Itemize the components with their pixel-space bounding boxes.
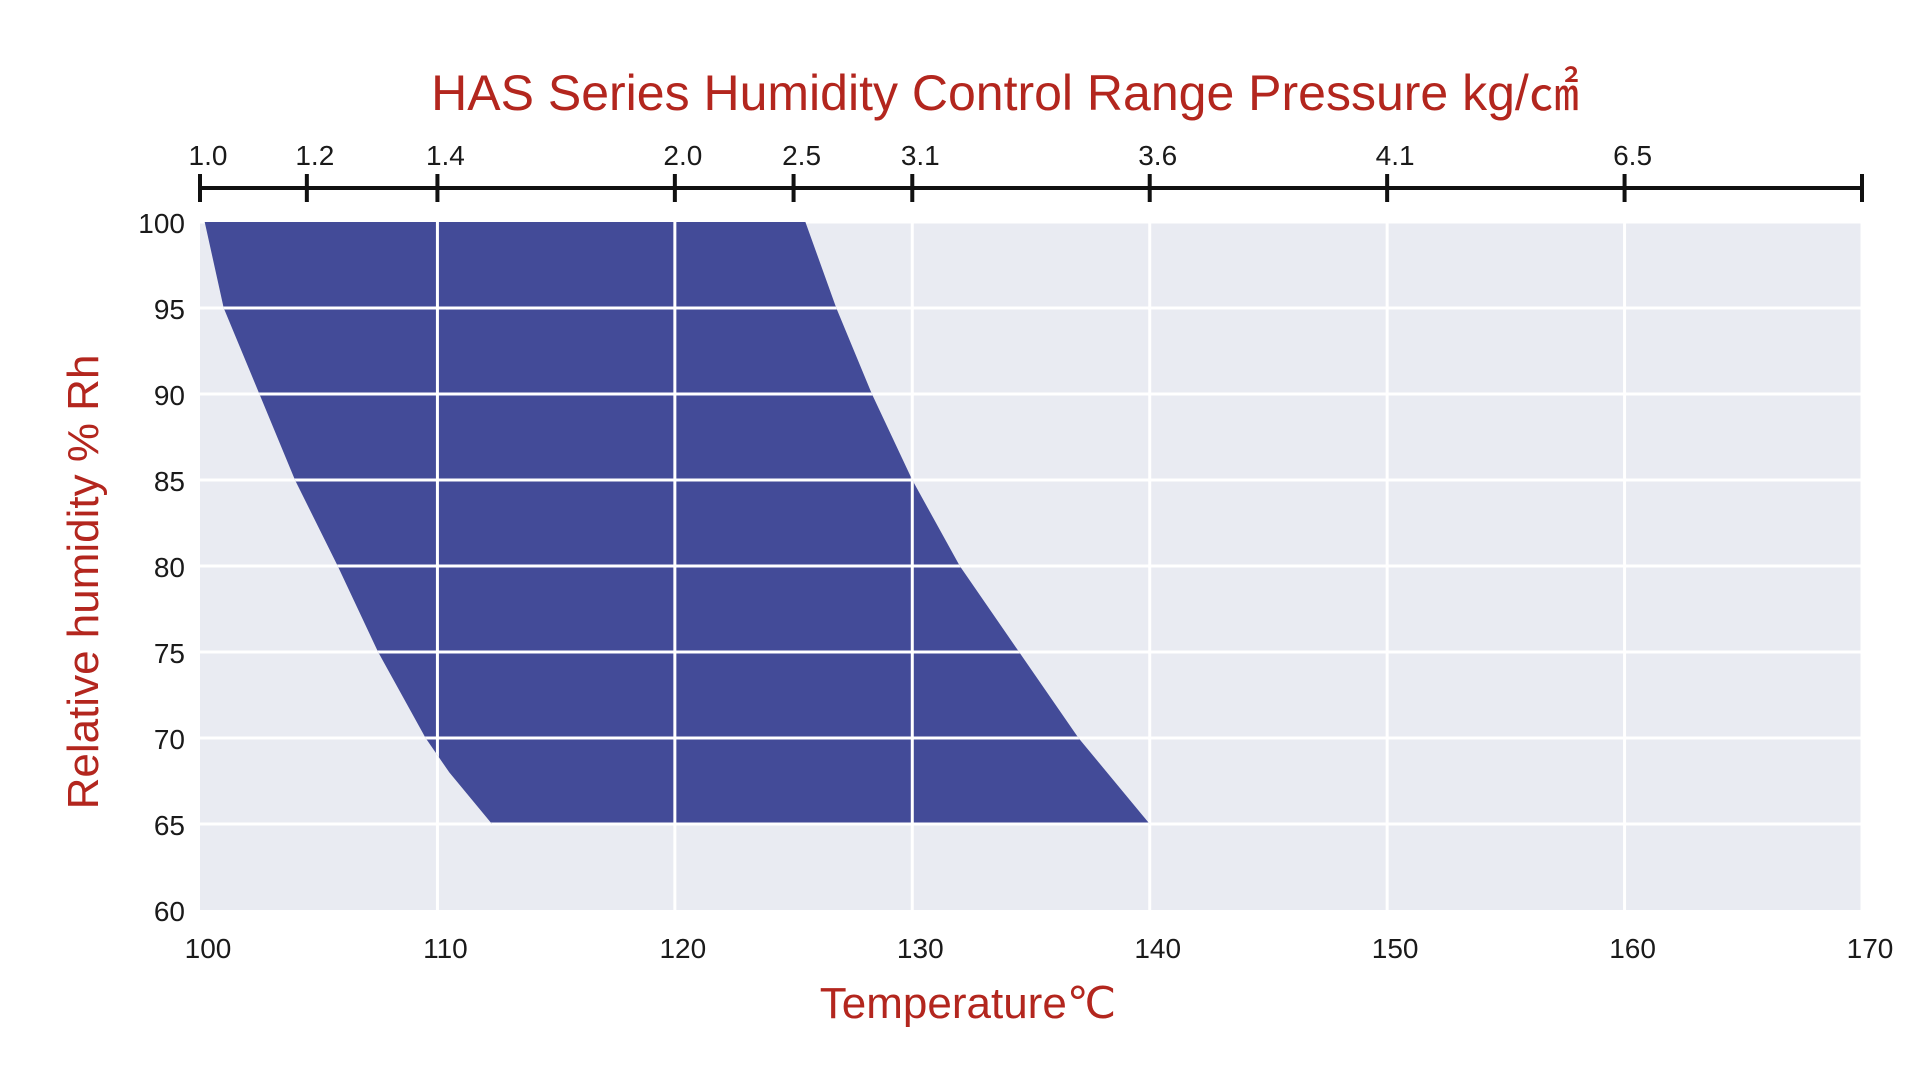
- pressure-tick-label-3.1: 3.1: [901, 140, 940, 171]
- chart-title: HAS Series Humidity Control Range Pressu…: [431, 65, 1579, 121]
- y-tick-label-70: 70: [154, 724, 185, 755]
- y-tick-label-75: 75: [154, 638, 185, 669]
- y-tick-label-90: 90: [154, 380, 185, 411]
- pressure-axis: 1.0 1.2 1.4 2.0 2.5 3.1 3.6 4.1 6.5: [189, 140, 1864, 202]
- pressure-tick-label-4.1: 4.1: [1376, 140, 1415, 171]
- x-tick-labels: 100 110 120 130 140 150 160 170: [185, 933, 1894, 964]
- y-tick-label-60: 60: [154, 896, 185, 927]
- pressure-tick-label-6.5: 6.5: [1613, 140, 1652, 171]
- y-tick-labels: 100 95 90 85 80 75 70 65 60: [138, 208, 185, 927]
- y-tick-label-95: 95: [154, 294, 185, 325]
- x-tick-label-130: 130: [897, 933, 944, 964]
- pressure-tick-label-1.4: 1.4: [426, 140, 465, 171]
- pressure-tick-label-2.0: 2.0: [663, 140, 702, 171]
- x-tick-label-120: 120: [659, 933, 706, 964]
- x-tick-label-100: 100: [185, 933, 232, 964]
- x-tick-label-160: 160: [1609, 933, 1656, 964]
- y-tick-label-85: 85: [154, 466, 185, 497]
- x-tick-label-170: 170: [1847, 933, 1894, 964]
- pressure-tick-label-2.5: 2.5: [782, 140, 821, 171]
- pressure-tick-label-1.0: 1.0: [189, 140, 228, 171]
- x-axis-label: Temperature℃: [820, 979, 1116, 1028]
- x-tick-label-110: 110: [423, 933, 468, 964]
- x-tick-label-150: 150: [1372, 933, 1419, 964]
- y-axis-label: Relative humidity % Rh: [59, 355, 108, 810]
- y-tick-label-65: 65: [154, 810, 185, 841]
- y-tick-label-80: 80: [154, 552, 185, 583]
- x-tick-label-140: 140: [1134, 933, 1181, 964]
- y-tick-label-100: 100: [138, 208, 185, 239]
- pressure-tick-label-3.6: 3.6: [1138, 140, 1177, 171]
- pressure-tick-label-1.2: 1.2: [295, 140, 334, 171]
